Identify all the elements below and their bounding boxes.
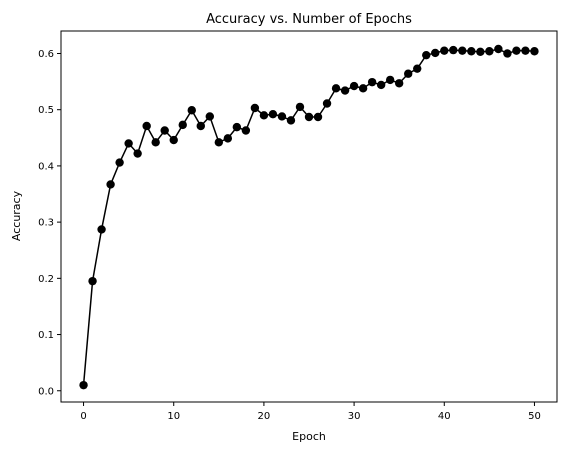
y-tick-label: 0.0	[38, 386, 54, 397]
data-point	[494, 44, 503, 54]
data-point	[385, 75, 395, 85]
data-point	[503, 49, 512, 58]
data-point	[367, 77, 377, 87]
x-axis-title: Epoch	[292, 430, 326, 443]
data-point	[79, 380, 88, 390]
data-point	[340, 86, 350, 95]
data-point	[268, 109, 278, 119]
data-point	[530, 47, 539, 56]
data-point	[160, 126, 169, 135]
data-point	[422, 50, 431, 60]
y-tick-label: 0.1	[38, 330, 54, 341]
data-point	[88, 276, 97, 286]
x-tick-label: 50	[528, 411, 541, 422]
data-point	[521, 46, 530, 55]
x-tick-label: 10	[167, 411, 180, 422]
data-point	[440, 46, 449, 55]
data-point	[467, 47, 476, 56]
data-point	[376, 80, 386, 90]
x-tick-label: 30	[348, 411, 361, 422]
data-point	[331, 84, 341, 93]
data-point	[286, 116, 296, 125]
data-point	[241, 126, 251, 135]
chart-title: Accuracy vs. Number of Epochs	[206, 12, 412, 27]
data-point	[214, 138, 224, 147]
data-point	[232, 122, 242, 132]
data-point	[106, 180, 115, 189]
data-point	[295, 102, 305, 112]
data-point	[431, 48, 440, 58]
data-point	[512, 46, 521, 55]
data-point	[404, 69, 413, 78]
data-point	[205, 112, 214, 121]
data-point	[322, 99, 332, 108]
y-axis-title: Accuracy	[10, 190, 23, 241]
data-point	[277, 112, 287, 121]
data-point	[476, 47, 485, 56]
data-point	[358, 84, 368, 93]
data-point	[169, 135, 178, 145]
y-tick-label: 0.2	[38, 274, 54, 285]
x-tick-label: 40	[438, 411, 451, 422]
data-point	[187, 106, 196, 115]
x-tick-label: 20	[258, 411, 271, 422]
data-point	[223, 134, 233, 143]
series-line	[82, 48, 535, 386]
y-tick-label: 0.5	[38, 105, 54, 116]
data-point	[458, 46, 467, 55]
data-point	[485, 47, 494, 56]
data-point	[413, 64, 422, 73]
data-point	[449, 45, 458, 55]
data-point	[349, 81, 359, 91]
data-point	[115, 158, 124, 167]
data-point	[178, 120, 187, 130]
data-point	[196, 121, 205, 131]
data-point	[250, 103, 260, 113]
y-tick-label: 0.6	[38, 49, 54, 60]
y-tick-label: 0.4	[38, 161, 54, 172]
data-point	[259, 111, 269, 120]
data-point	[133, 149, 142, 158]
data-point	[313, 112, 323, 122]
data-point	[151, 138, 160, 147]
y-tick-label: 0.3	[38, 218, 54, 229]
data-point	[97, 225, 106, 234]
data-point	[304, 112, 314, 122]
plot-frame	[60, 30, 558, 403]
x-tick-label: 0	[80, 411, 86, 422]
data-point	[142, 121, 151, 131]
data-point	[124, 139, 133, 148]
data-point	[394, 79, 404, 88]
